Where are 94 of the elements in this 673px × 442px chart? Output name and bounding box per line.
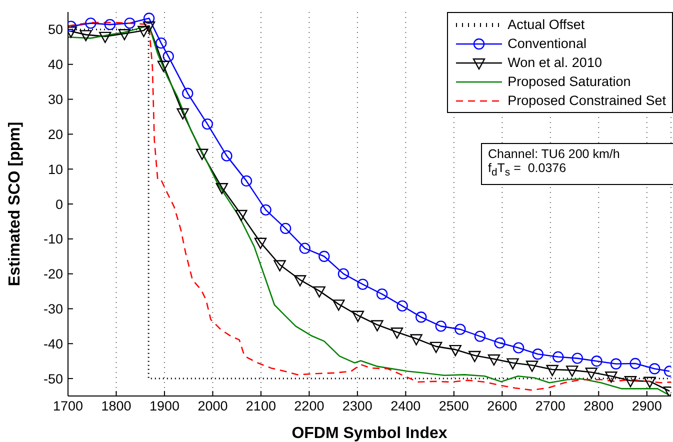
y-tick-label: -50 xyxy=(43,371,63,386)
point xyxy=(157,60,170,72)
point xyxy=(104,18,116,30)
x-tick-label: 2700 xyxy=(535,398,566,414)
note-box: Channel: TU6 200 km/h f$_{d}$T$_{s}$ = 0.0376 xyxy=(481,143,673,184)
point xyxy=(235,210,248,222)
point xyxy=(649,363,660,374)
y-axis-title: Estimated SCO [ppm] xyxy=(6,122,24,286)
point xyxy=(371,320,384,332)
y-tick-label: 10 xyxy=(48,162,63,177)
point xyxy=(143,12,155,24)
point xyxy=(138,26,150,38)
point xyxy=(474,330,486,342)
x-tick-label: 2400 xyxy=(390,398,421,414)
x-tick-label: 2300 xyxy=(342,398,372,414)
point xyxy=(156,37,167,49)
point xyxy=(591,355,602,367)
x-tick-label: 2800 xyxy=(584,398,614,414)
x-tick-label: 2000 xyxy=(198,398,228,414)
legend-label: Actual Offset xyxy=(508,17,585,32)
point xyxy=(240,175,252,187)
x-tick-label: 2600 xyxy=(487,398,518,414)
point xyxy=(357,278,368,290)
x-tick-label: 1700 xyxy=(52,398,84,414)
point xyxy=(644,376,656,388)
point xyxy=(99,32,112,44)
point xyxy=(488,354,500,366)
point xyxy=(430,342,442,354)
point xyxy=(80,30,92,42)
x-tick-label: 2900 xyxy=(632,398,662,414)
x-tick-label: 1800 xyxy=(101,398,132,414)
point xyxy=(416,312,427,323)
point xyxy=(454,324,466,335)
point xyxy=(216,182,228,194)
point xyxy=(294,275,306,286)
point xyxy=(196,148,208,160)
point xyxy=(546,364,558,376)
point xyxy=(494,337,506,349)
point xyxy=(552,351,564,362)
point xyxy=(221,150,232,162)
y-tick-label: 30 xyxy=(48,92,63,108)
point xyxy=(585,368,598,379)
point xyxy=(182,88,194,99)
point xyxy=(176,108,189,120)
legend-label: Proposed Saturation xyxy=(508,74,631,89)
point xyxy=(280,222,292,234)
point xyxy=(142,21,156,33)
y-tick-label: 40 xyxy=(48,57,63,72)
point xyxy=(630,358,641,370)
point xyxy=(376,288,388,300)
point xyxy=(338,268,350,280)
point xyxy=(532,348,544,360)
y-tick-label: -20 xyxy=(43,266,63,282)
point xyxy=(435,320,446,332)
point xyxy=(332,300,345,311)
point xyxy=(85,18,96,29)
point xyxy=(396,300,408,312)
point xyxy=(318,250,330,262)
point xyxy=(352,310,364,322)
x-tick-label: 2100 xyxy=(246,398,276,414)
legend-label: Won et al. 2010 xyxy=(508,55,602,70)
point xyxy=(118,29,131,40)
y-tick-label: -30 xyxy=(43,302,63,317)
point xyxy=(410,334,422,346)
point xyxy=(274,260,286,272)
y-tick-label: 20 xyxy=(48,126,63,142)
point xyxy=(202,118,214,130)
point xyxy=(468,350,481,362)
y-tick-label: -10 xyxy=(43,232,63,247)
point xyxy=(313,286,326,298)
x-tick-label: 1900 xyxy=(149,398,180,414)
point xyxy=(124,18,136,29)
point xyxy=(299,242,310,254)
point xyxy=(162,50,174,62)
x-tick-label: 2200 xyxy=(294,398,324,414)
y-tick-label: -40 xyxy=(43,336,63,352)
point xyxy=(506,358,519,370)
point xyxy=(610,358,622,370)
point xyxy=(390,328,404,339)
point xyxy=(512,342,524,354)
y-tick-label: 0 xyxy=(55,196,63,212)
legend-label: Conventional xyxy=(508,36,586,51)
point xyxy=(605,372,618,383)
x-axis-title: OFDM Symbol Index xyxy=(292,425,448,442)
legend-label: Proposed Constrained Set xyxy=(508,93,666,108)
point xyxy=(449,344,462,356)
point xyxy=(254,238,267,249)
y-tick-label: 50 xyxy=(48,22,63,38)
point xyxy=(260,204,272,216)
point xyxy=(624,376,637,388)
x-tick-label: 2500 xyxy=(438,398,469,414)
point xyxy=(566,366,578,377)
point xyxy=(572,352,584,364)
point xyxy=(526,360,538,372)
